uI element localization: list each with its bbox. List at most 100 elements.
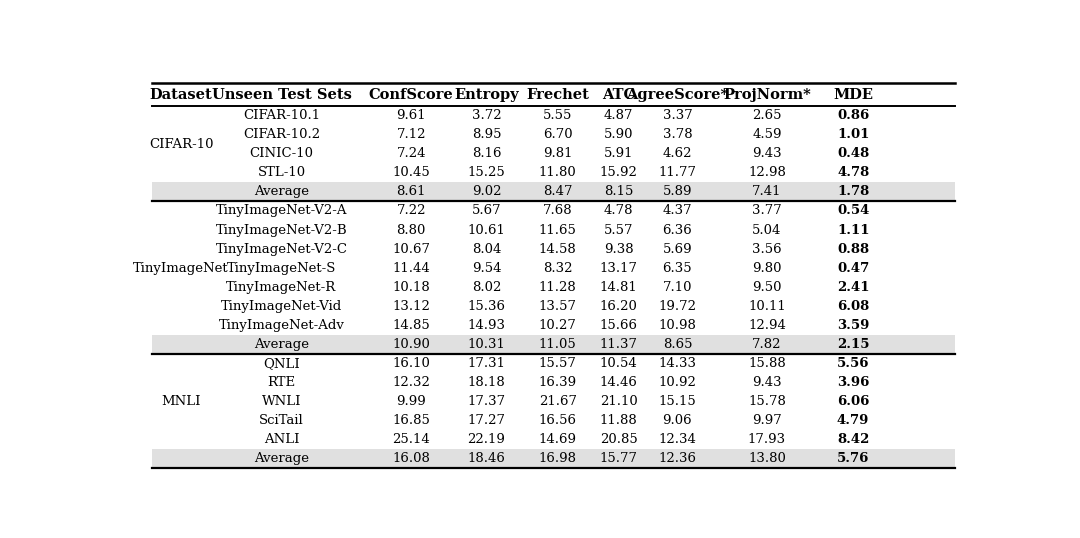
Text: 19.72: 19.72 [659,300,697,313]
Text: 8.02: 8.02 [472,281,501,294]
Text: 7.41: 7.41 [752,186,782,199]
Text: 4.78: 4.78 [604,204,634,217]
Text: 0.48: 0.48 [837,147,869,160]
Text: 9.61: 9.61 [396,109,426,122]
Text: ConfScore: ConfScore [369,88,454,102]
Text: 11.80: 11.80 [539,166,577,179]
Text: 11.37: 11.37 [599,338,638,351]
Text: 5.90: 5.90 [604,128,634,141]
Text: 2.65: 2.65 [752,109,782,122]
Text: 1.78: 1.78 [837,186,869,199]
Text: 5.91: 5.91 [604,147,634,160]
Text: 11.05: 11.05 [539,338,577,351]
Text: 6.08: 6.08 [837,300,869,313]
Text: TinyImageNet: TinyImageNet [133,261,229,275]
Text: CIFAR-10: CIFAR-10 [149,138,213,151]
Bar [151,182,956,201]
Text: 9.54: 9.54 [472,261,501,275]
Text: 9.99: 9.99 [396,395,427,408]
Text: Average: Average [254,186,309,199]
Text: 16.08: 16.08 [392,452,430,465]
Text: 14.81: 14.81 [599,281,637,294]
Text: 4.37: 4.37 [662,204,692,217]
Text: 7.12: 7.12 [396,128,426,141]
Text: 4.78: 4.78 [837,166,869,179]
Text: 8.95: 8.95 [472,128,501,141]
Text: 5.89: 5.89 [663,186,692,199]
Text: 14.69: 14.69 [539,433,577,447]
Text: 11.88: 11.88 [599,414,637,427]
Text: 3.78: 3.78 [662,128,692,141]
Text: 3.77: 3.77 [752,204,782,217]
Text: 5.67: 5.67 [472,204,501,217]
Text: 5.76: 5.76 [837,452,869,465]
Text: 14.58: 14.58 [539,243,577,256]
Text: 18.18: 18.18 [468,376,505,389]
Text: STL-10: STL-10 [257,166,306,179]
Text: 8.61: 8.61 [396,186,426,199]
Text: CIFAR-10.2: CIFAR-10.2 [243,128,320,141]
Text: 14.46: 14.46 [599,376,637,389]
Text: 6.36: 6.36 [662,224,692,237]
Text: 18.46: 18.46 [468,452,505,465]
Text: 7.22: 7.22 [396,204,426,217]
Text: TinyImageNet-V2-C: TinyImageNet-V2-C [216,243,348,256]
Text: 10.54: 10.54 [599,357,637,370]
Text: 15.36: 15.36 [468,300,505,313]
Text: RTE: RTE [268,376,296,389]
Bar [151,449,956,469]
Text: Frechet: Frechet [526,88,589,102]
Text: AgreeScore*: AgreeScore* [626,88,728,102]
Text: 5.57: 5.57 [604,224,634,237]
Text: 16.39: 16.39 [539,376,577,389]
Text: SciTail: SciTail [259,414,303,427]
Text: 10.61: 10.61 [468,224,505,237]
Text: 8.15: 8.15 [604,186,634,199]
Text: 2.41: 2.41 [837,281,869,294]
Text: Average: Average [254,452,309,465]
Text: CINIC-10: CINIC-10 [249,147,313,160]
Text: 15.88: 15.88 [748,357,786,370]
Text: 12.32: 12.32 [392,376,430,389]
Text: WNLI: WNLI [261,395,301,408]
Bar [151,335,956,354]
Text: 9.80: 9.80 [752,261,782,275]
Text: 14.85: 14.85 [392,319,430,332]
Text: 10.27: 10.27 [539,319,577,332]
Text: 16.56: 16.56 [539,414,577,427]
Text: 8.32: 8.32 [543,261,572,275]
Text: 15.15: 15.15 [659,395,697,408]
Text: 7.10: 7.10 [663,281,692,294]
Text: ANLI: ANLI [264,433,299,447]
Text: 11.44: 11.44 [392,261,430,275]
Text: 0.54: 0.54 [837,204,869,217]
Text: 12.98: 12.98 [748,166,786,179]
Text: 10.18: 10.18 [392,281,430,294]
Text: 15.78: 15.78 [748,395,786,408]
Text: ATC: ATC [603,88,635,102]
Text: 10.90: 10.90 [392,338,430,351]
Text: 8.16: 8.16 [472,147,501,160]
Text: 15.77: 15.77 [599,452,638,465]
Text: 5.56: 5.56 [837,357,869,370]
Text: 2.15: 2.15 [837,338,869,351]
Text: 10.67: 10.67 [392,243,430,256]
Text: 16.98: 16.98 [539,452,577,465]
Text: 7.68: 7.68 [543,204,572,217]
Text: 10.11: 10.11 [748,300,786,313]
Text: 9.43: 9.43 [752,147,782,160]
Text: 12.34: 12.34 [659,433,697,447]
Text: 8.80: 8.80 [396,224,426,237]
Text: 3.96: 3.96 [837,376,869,389]
Text: 6.35: 6.35 [662,261,692,275]
Text: 13.12: 13.12 [392,300,430,313]
Text: ProjNorm*: ProjNorm* [724,88,811,102]
Text: 9.50: 9.50 [752,281,782,294]
Text: 3.37: 3.37 [662,109,692,122]
Text: Unseen Test Sets: Unseen Test Sets [212,88,351,102]
Text: 3.56: 3.56 [752,243,782,256]
Text: TinyImageNet-Adv: TinyImageNet-Adv [218,319,345,332]
Text: 9.81: 9.81 [543,147,572,160]
Text: 11.28: 11.28 [539,281,577,294]
Text: 8.47: 8.47 [543,186,572,199]
